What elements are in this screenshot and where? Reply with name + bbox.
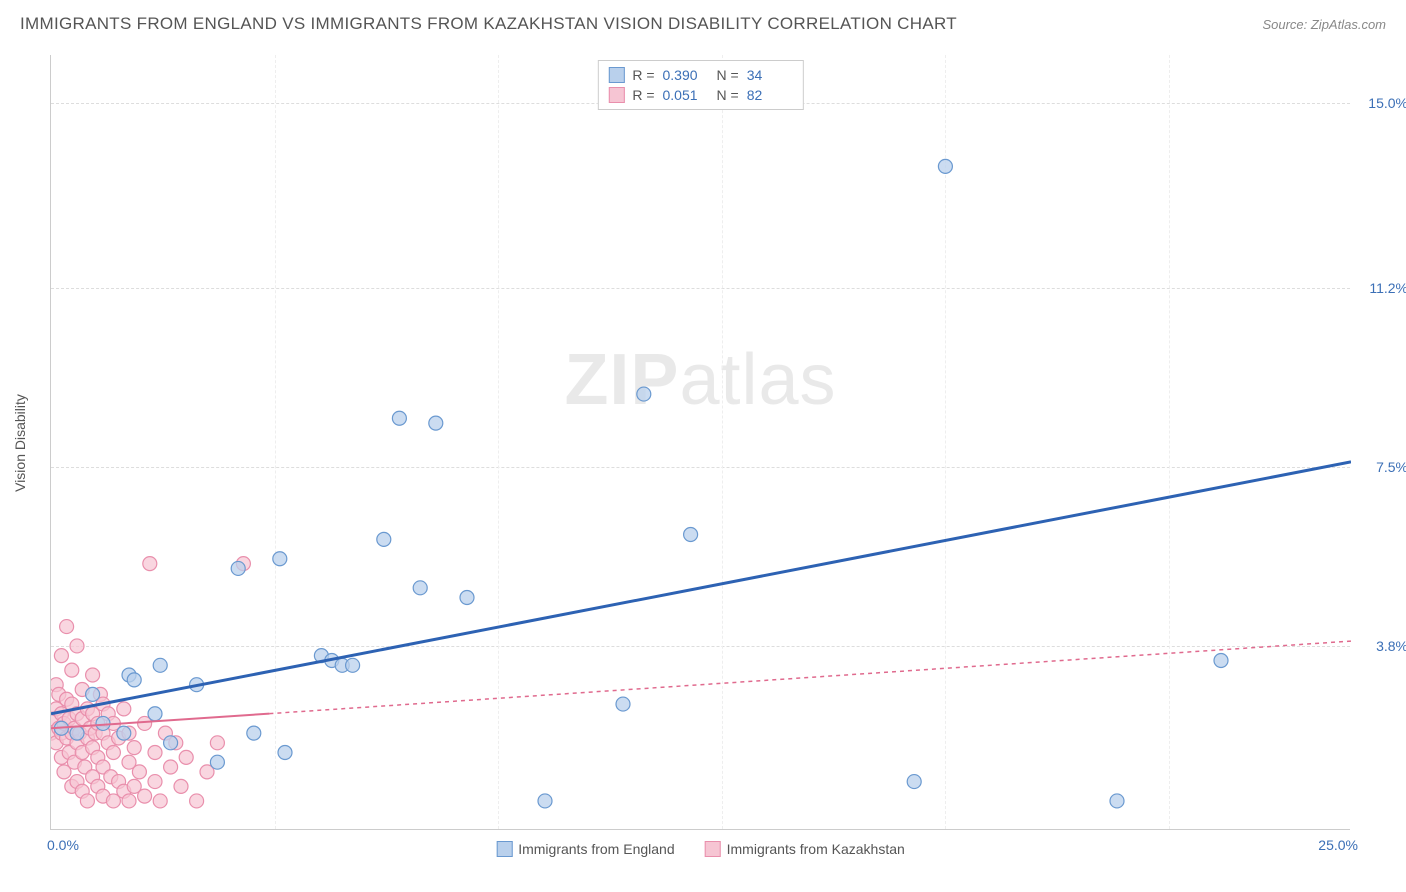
stats-row-england: R = 0.390 N = 34 xyxy=(608,65,792,85)
header: IMMIGRANTS FROM ENGLAND VS IMMIGRANTS FR… xyxy=(20,14,1386,34)
legend: Immigrants from England Immigrants from … xyxy=(496,841,905,857)
y-axis-label: Vision Disability xyxy=(12,394,28,492)
stats-row-kazakhstan: R = 0.051 N = 82 xyxy=(608,85,792,105)
x-tick-max: 25.0% xyxy=(1318,837,1358,853)
chart-title: IMMIGRANTS FROM ENGLAND VS IMMIGRANTS FR… xyxy=(20,14,957,34)
scatter-svg xyxy=(51,55,1351,830)
legend-swatch-kazakhstan xyxy=(705,841,721,857)
swatch-england xyxy=(608,67,624,83)
plot-region: ZIPatlas 3.8%7.5%11.2%15.0% R = 0.390 N … xyxy=(50,55,1350,830)
x-tick-min: 0.0% xyxy=(47,837,79,853)
legend-item-kazakhstan: Immigrants from Kazakhstan xyxy=(705,841,905,857)
source-attribution: Source: ZipAtlas.com xyxy=(1262,17,1386,32)
chart-area: Vision Disability ZIPatlas 3.8%7.5%11.2%… xyxy=(50,55,1350,830)
swatch-kazakhstan xyxy=(608,87,624,103)
legend-swatch-england xyxy=(496,841,512,857)
legend-item-england: Immigrants from England xyxy=(496,841,674,857)
stats-box: R = 0.390 N = 34 R = 0.051 N = 82 xyxy=(597,60,803,110)
